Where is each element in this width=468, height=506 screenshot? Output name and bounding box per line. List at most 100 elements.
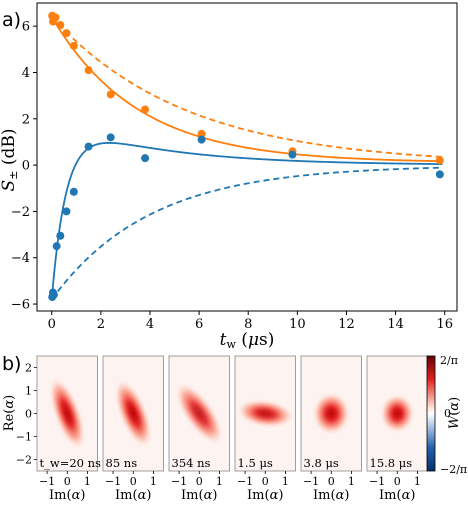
- b-y-tick-label: 2: [25, 362, 32, 375]
- b-x-tick-label: −1: [237, 475, 253, 488]
- blue-fit-line: [50, 142, 443, 300]
- b-x-label: Im(α): [379, 488, 415, 503]
- b-x-label: Im(α): [49, 488, 85, 503]
- wigner-panel: 1.5 μs −1 0 1Im(α): [234, 355, 296, 503]
- x-tick-label: 6: [195, 317, 203, 332]
- b-x-tick-label: 0: [328, 475, 335, 488]
- x-tick-label: 10: [289, 317, 306, 332]
- panel-a-label: a): [2, 9, 21, 31]
- blue-data-point: [197, 135, 206, 144]
- panel-b-label: b): [2, 353, 21, 375]
- b-x-tick-label: 1: [414, 475, 421, 488]
- colorbar-title: W(α): [447, 397, 462, 429]
- wigner-distribution: [115, 380, 151, 447]
- orange-data-point: [197, 129, 206, 138]
- y-tick-label: 0: [22, 159, 30, 174]
- b-x-label: Im(α): [115, 488, 151, 503]
- colorbar-min-label: −2/π: [440, 463, 467, 476]
- wigner-panel-label: 3.8 μs: [304, 456, 339, 470]
- panel-b-y-ticks: 2 1 0 −1 −2: [16, 362, 37, 467]
- panel-a-frame: [36, 2, 458, 312]
- colorbar-mid-label: 0: [444, 407, 451, 420]
- x-tick-label: 4: [146, 317, 154, 332]
- b-x-tick-label: −1: [105, 475, 121, 488]
- blue-data-point: [288, 150, 297, 159]
- y-tick-label: 4: [22, 66, 30, 81]
- b-x-tick-label: 0: [64, 475, 71, 488]
- x-tick-label: 14: [387, 317, 404, 332]
- wigner-panel: 85 ns −1 0 1Im(α): [102, 355, 164, 503]
- blue-data-point: [56, 231, 65, 240]
- wigner-panel: 15.8 μs −1 0 1Im(α): [366, 355, 428, 503]
- b-x-label: Im(α): [313, 488, 349, 503]
- b-x-tick-label: −1: [171, 475, 187, 488]
- b-x-label: Im(α): [247, 488, 283, 503]
- wigner-panel-label: 354 ns: [172, 456, 211, 470]
- orange-data-point: [435, 156, 444, 165]
- wigner-distribution: [313, 393, 349, 434]
- orange-data-point: [141, 105, 150, 114]
- orange-data-point: [51, 13, 60, 22]
- panel-b-wigner-panels: t_w=20 ns−1 0 1Im(α)85 ns−1 0 1Im(α)354 ns−1…: [36, 355, 428, 503]
- b-x-tick-label: 0: [196, 475, 203, 488]
- panel-a-points: [48, 11, 444, 302]
- panel-a-axes: 0 2 4 6 8 10 12 14 16 −6 −4 −2 0 2 4 6: [11, 2, 458, 332]
- wigner-panel-label: 85 ns: [106, 456, 138, 470]
- blue-data-point: [435, 170, 444, 179]
- orange-data-point: [56, 21, 65, 29]
- b-x-tick-label: −1: [303, 475, 319, 488]
- x-tick-label: 0: [48, 317, 56, 332]
- y-tick-label: −6: [11, 298, 30, 313]
- x-tick-label: 8: [244, 317, 252, 332]
- b-x-tick-label: 1: [282, 475, 289, 488]
- orange-data-point: [62, 29, 71, 38]
- blue-data-point: [141, 154, 150, 163]
- y-tick-label: −4: [11, 251, 30, 266]
- b-x-tick-label: 0: [394, 475, 401, 488]
- orange-data-point: [69, 41, 78, 50]
- colorbar-gradient: [426, 355, 436, 472]
- wigner-panel: 354 ns −1 0 1Im(α): [168, 355, 230, 503]
- wigner-distribution: [50, 378, 85, 449]
- blue-data-point: [69, 187, 78, 196]
- blue-data-point: [52, 242, 61, 251]
- blue-data-point: [84, 142, 93, 151]
- x-tick-label: 16: [436, 317, 453, 332]
- b-x-tick-label: 1: [84, 475, 91, 488]
- orange-data-point: [84, 66, 93, 75]
- b-y-tick-label: −2: [16, 454, 32, 467]
- wigner-panel-label: t_w=20 ns: [40, 456, 102, 470]
- b-x-tick-label: 1: [150, 475, 157, 488]
- b-y-tick-label: −1: [16, 431, 32, 444]
- b-x-tick-label: −1: [369, 475, 385, 488]
- b-x-tick-label: 1: [348, 475, 355, 488]
- wigner-panel-label: 15.8 μs: [370, 456, 413, 470]
- panel-a-x-ticks: 0 2 4 6 8 10 12 14 16: [48, 311, 453, 332]
- orange-data-point: [106, 90, 115, 99]
- wigner-panel: t_w=20 ns −1 0 1Im(α): [36, 355, 102, 503]
- y-tick-label: −2: [11, 205, 30, 220]
- x-tick-label: 12: [338, 317, 355, 332]
- wigner-panel: 3.8 μs −1 0 1Im(α): [300, 355, 362, 503]
- panel-a-x-label: tw (μs): [220, 330, 275, 351]
- b-y-tick-label: 1: [25, 385, 32, 398]
- blue-model-line: [50, 166, 443, 300]
- blue-data-point: [62, 207, 71, 216]
- orange-model-line: [51, 16, 443, 158]
- wigner-distribution: [381, 395, 414, 432]
- y-tick-label: 6: [22, 20, 30, 35]
- colorbar: 2/π 0 −2/π W(α): [426, 354, 467, 476]
- blue-data-point: [49, 290, 58, 299]
- panel-a-curves: [50, 16, 443, 300]
- panel-a-y-label: S± (dB): [0, 129, 20, 192]
- x-tick-label: 2: [97, 317, 105, 332]
- wigner-distribution: [238, 400, 293, 427]
- panel-b-y-label: Re(α): [2, 395, 17, 431]
- b-x-tick-label: −1: [39, 475, 55, 488]
- b-x-label: Im(α): [181, 488, 217, 503]
- panel-a-y-ticks: −6 −4 −2 0 2 4 6: [11, 20, 37, 313]
- wigner-distribution: [176, 383, 223, 444]
- colorbar-max-label: 2/π: [440, 354, 458, 367]
- y-tick-label: 2: [22, 112, 30, 127]
